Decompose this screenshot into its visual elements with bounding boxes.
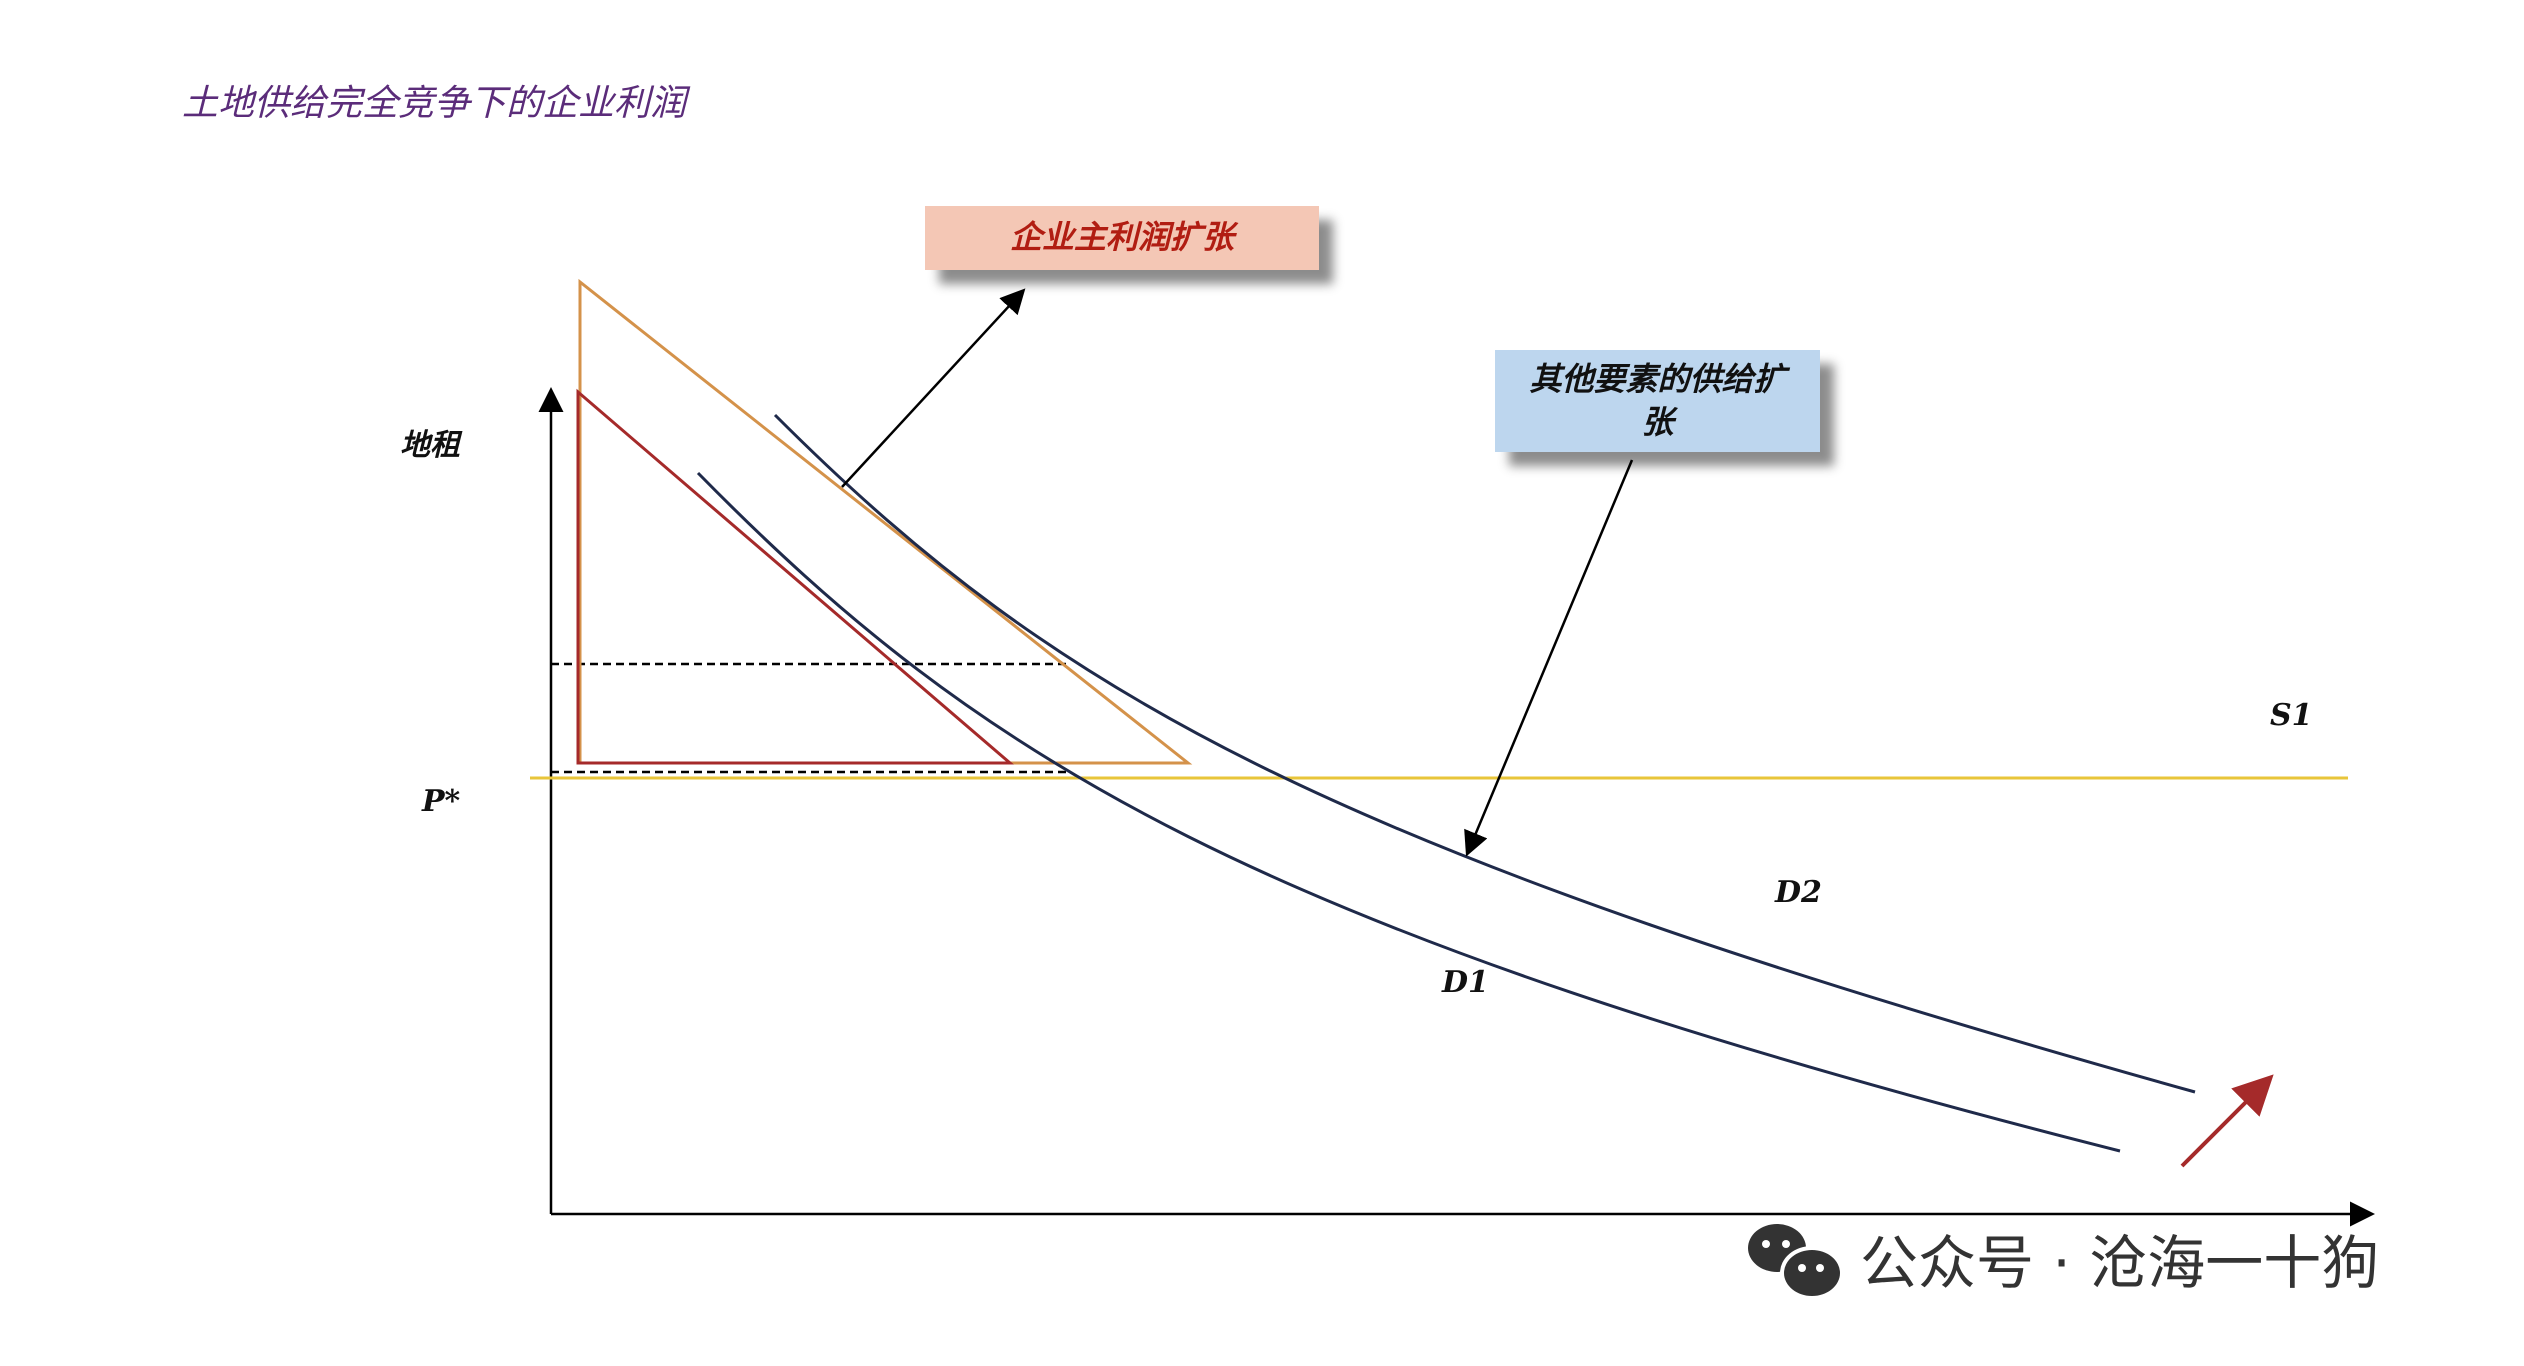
watermark-text: 公众号 · 沧海一十狗 [1860,1229,2380,1297]
demand-curve-d2 [773,413,2196,1094]
supply-label: S1 [2270,698,2313,733]
profit-callout-arrow [841,288,1026,488]
price-label: P* [422,784,461,819]
profit-triangle-large [578,278,1193,765]
diagram-title: 土地供给完全竞争下的企业利润 [182,83,687,124]
watermark: 公众号 · 沧海一十狗 [1748,1216,2379,1300]
profit-triangle-small [576,388,1015,765]
supply-callout-arrow [1464,459,1634,857]
y-axis-label: 地租 [400,428,460,463]
demand-label-d1: D1 [1442,965,1489,1000]
demand-shift-arrow [2180,1074,2274,1168]
profit-expansion-callout: 企业主利润扩张 [925,206,1319,270]
wechat-icon [1748,1224,1844,1300]
demand-label-d2: D2 [1775,875,1822,910]
other-factor-supply-callout: 其他要素的供给扩张 [1495,350,1820,452]
demand-curve-d1 [696,471,2121,1153]
